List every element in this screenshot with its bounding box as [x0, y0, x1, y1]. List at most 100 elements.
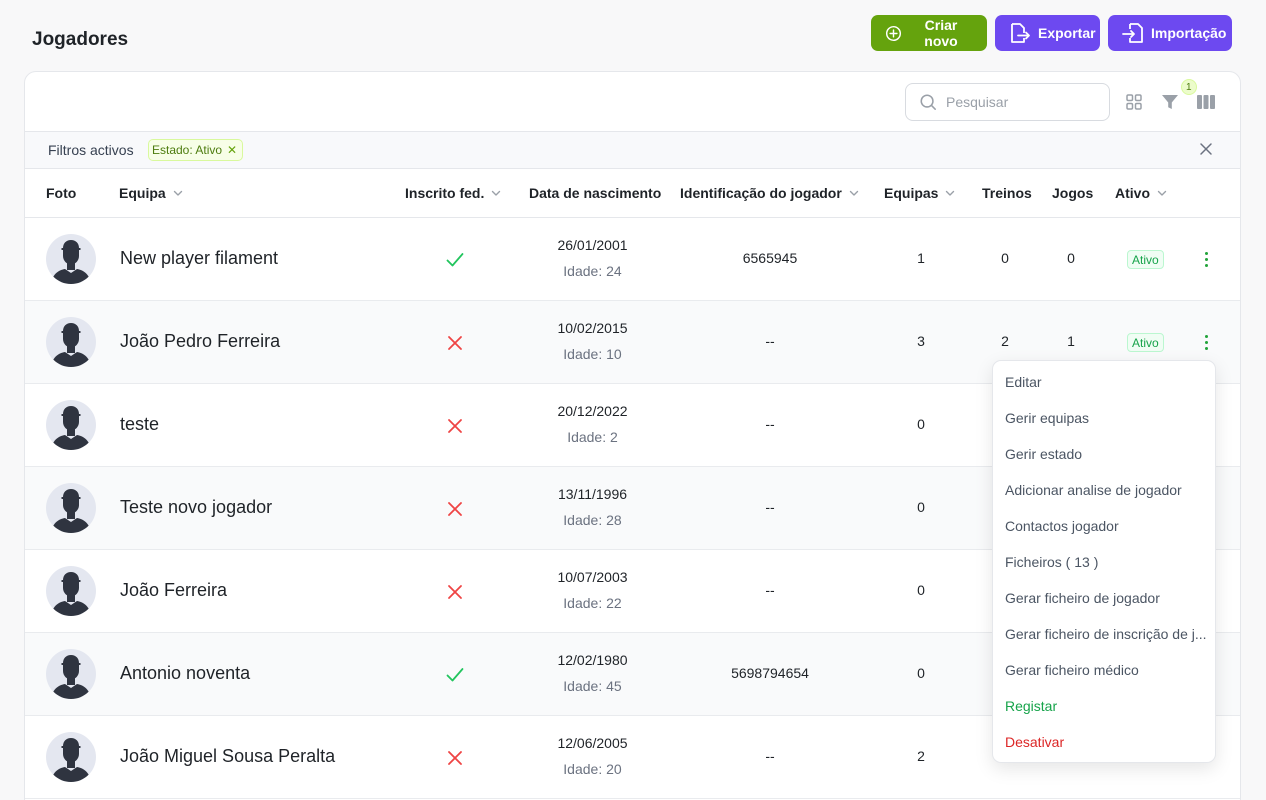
- import-label: Importação: [1151, 25, 1227, 41]
- birth-date: 13/11/1996: [557, 486, 628, 502]
- kebab-dot: [1204, 346, 1208, 350]
- export-label: Exportar: [1038, 25, 1096, 41]
- teams-count: 2: [917, 748, 925, 764]
- column-fed[interactable]: Inscrito fed.: [405, 185, 502, 201]
- kebab-dot: [1204, 334, 1208, 338]
- column-active-label: Ativo: [1115, 185, 1150, 201]
- player-name[interactable]: teste: [120, 414, 160, 434]
- remove-filter-icon[interactable]: ✕: [227, 143, 238, 157]
- avatar-silhouette-icon: [51, 738, 91, 782]
- menu-item[interactable]: Gerir estado: [1005, 446, 1083, 462]
- column-photo: Foto: [46, 185, 76, 201]
- birth-date: 12/02/1980: [557, 652, 628, 668]
- avatar-silhouette-icon: [51, 240, 91, 284]
- column-team[interactable]: Equipa: [119, 185, 184, 201]
- menu-item[interactable]: Adicionar analise de jogador: [1005, 482, 1182, 498]
- active-filters-label: Filtros activos: [48, 142, 134, 158]
- menu-item[interactable]: Ficheiros ( 13 ): [1005, 554, 1099, 570]
- games-count: 1: [1067, 333, 1075, 349]
- birth-date: 26/01/2001: [557, 237, 628, 253]
- page-title: Jogadores: [32, 29, 129, 50]
- status-badge: Ativo: [1127, 333, 1164, 352]
- avatar: [46, 483, 96, 533]
- cross-icon: [448, 585, 462, 599]
- row-actions-button[interactable]: [1200, 332, 1212, 352]
- player-identification: --: [765, 748, 775, 764]
- column-player-id[interactable]: Identificação do jogador: [680, 185, 860, 201]
- clear-filters-icon[interactable]: [1198, 141, 1214, 157]
- avatar: [46, 649, 96, 699]
- cross-icon: [448, 751, 462, 765]
- search-box[interactable]: [905, 83, 1110, 121]
- teams-count: 0: [917, 582, 925, 598]
- birth-date: 10/02/2015: [557, 320, 628, 336]
- table-header: Foto Equipa Inscrito fed. Data de nascim…: [25, 169, 1240, 218]
- player-age: Idade: 10: [563, 346, 622, 362]
- federation-status: [445, 665, 465, 685]
- player-name[interactable]: Antonio noventa: [120, 663, 251, 683]
- player-name[interactable]: João Pedro Ferreira: [120, 331, 281, 351]
- birth-date: 10/07/2003: [557, 569, 628, 585]
- active-filters-bar: Filtros activos Estado: Ativo ✕: [25, 132, 1240, 169]
- federation-status: [445, 748, 465, 768]
- create-new-button[interactable]: Criar novo: [871, 15, 987, 51]
- trainings-count: 0: [1001, 250, 1009, 266]
- player-identification: --: [765, 582, 775, 598]
- player-age: Idade: 2: [567, 429, 618, 445]
- birth-date: 20/12/2022: [557, 403, 628, 419]
- column-fed-label: Inscrito fed.: [405, 185, 485, 201]
- filter-icon: [1162, 95, 1178, 109]
- column-games-label: Jogos: [1052, 185, 1094, 201]
- kebab-dot: [1204, 251, 1208, 255]
- filter-toggle[interactable]: [1160, 92, 1180, 112]
- chevron-down-icon: [492, 190, 501, 196]
- columns-toggle[interactable]: [1196, 92, 1216, 112]
- check-icon: [446, 668, 464, 682]
- import-button[interactable]: Importação: [1108, 15, 1232, 51]
- menu-item[interactable]: Registar: [1005, 698, 1058, 714]
- menu-item[interactable]: Contactos jogador: [1005, 518, 1119, 534]
- status-badge: Ativo: [1127, 250, 1164, 269]
- player-age: Idade: 24: [563, 263, 622, 279]
- player-name[interactable]: Teste novo jogador: [120, 497, 273, 517]
- kebab-dot: [1204, 257, 1208, 261]
- avatar-silhouette-icon: [51, 655, 91, 699]
- player-age: Idade: 28: [563, 512, 622, 528]
- cross-icon: [448, 419, 462, 433]
- column-teams[interactable]: Equipas: [884, 185, 956, 201]
- teams-count: 0: [917, 416, 925, 432]
- chevron-down-icon: [849, 190, 858, 196]
- avatar-silhouette-icon: [51, 406, 91, 450]
- avatar: [46, 234, 96, 284]
- menu-item[interactable]: Gerar ficheiro médico: [1005, 662, 1139, 678]
- export-button[interactable]: Exportar: [995, 15, 1100, 51]
- menu-item[interactable]: Editar: [1005, 374, 1042, 390]
- file-import-icon: [1122, 23, 1143, 43]
- column-games: Jogos: [1052, 185, 1093, 201]
- menu-item[interactable]: Desativar: [1005, 734, 1065, 750]
- filter-count-badge: 1: [1181, 79, 1197, 95]
- player-name[interactable]: João Miguel Sousa Peralta: [120, 746, 336, 766]
- menu-item[interactable]: Gerir equipas: [1005, 410, 1090, 426]
- search-input[interactable]: [946, 94, 1096, 110]
- column-dob-label: Data de nascimento: [529, 185, 662, 201]
- row-actions-menu: Editar Gerir equipas Gerir estado Adicionar…: [992, 360, 1216, 763]
- grid-view-toggle[interactable]: [1124, 92, 1144, 112]
- menu-item[interactable]: Gerar ficheiro de inscrição de j...: [1005, 626, 1207, 642]
- column-active[interactable]: Ativo: [1115, 185, 1168, 201]
- menu-item[interactable]: Gerar ficheiro de jogador: [1005, 590, 1160, 606]
- grid-icon: [1126, 94, 1142, 110]
- columns-icon: [1197, 95, 1215, 109]
- table-toolbar: 1: [25, 72, 1240, 132]
- player-name[interactable]: New player filament: [120, 248, 279, 268]
- player-name[interactable]: João Ferreira: [120, 580, 228, 600]
- column-trainings: Treinos: [982, 185, 1032, 201]
- cross-icon: [448, 502, 462, 516]
- player-identification: 5698794654: [731, 665, 809, 681]
- avatar-silhouette-icon: [51, 572, 91, 616]
- row-actions-button[interactable]: [1200, 249, 1212, 269]
- player-age: Idade: 45: [563, 678, 622, 694]
- avatar-silhouette-icon: [51, 323, 91, 367]
- table-row[interactable]: New player filament 26/01/2001 Idade: 24 65…: [25, 218, 1240, 301]
- kebab-dot: [1204, 263, 1208, 267]
